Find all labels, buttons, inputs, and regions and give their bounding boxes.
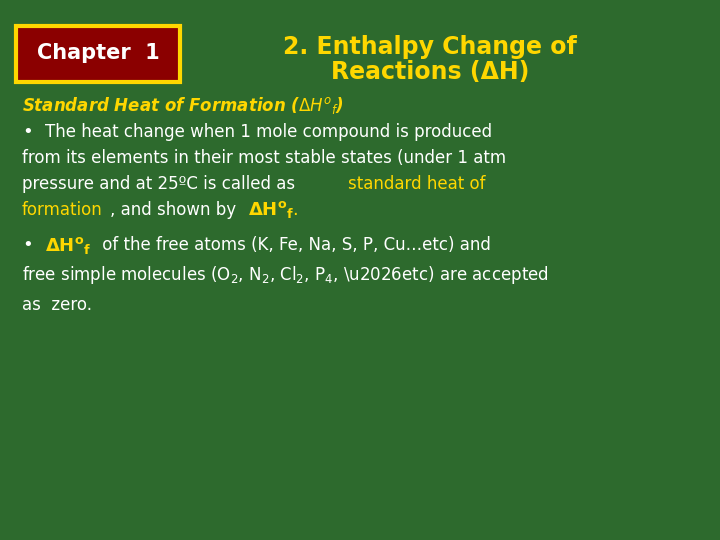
Text: The heat change when 1 mole compound is produced: The heat change when 1 mole compound is …: [45, 123, 492, 141]
Text: from its elements in their most stable states (under 1 atm: from its elements in their most stable s…: [22, 149, 506, 167]
Text: •: •: [22, 236, 32, 254]
FancyBboxPatch shape: [16, 26, 180, 82]
Text: Standard Heat of Formation ($\Delta H^o{}_f$): Standard Heat of Formation ($\Delta H^o{…: [22, 94, 344, 116]
Text: 2. Enthalpy Change of: 2. Enthalpy Change of: [283, 35, 577, 59]
Text: •: •: [22, 123, 32, 141]
Text: $\mathbf{\Delta H^o{}_f}$.: $\mathbf{\Delta H^o{}_f}$.: [248, 199, 298, 220]
Text: as  zero.: as zero.: [22, 296, 92, 314]
Text: Reactions (ΔH): Reactions (ΔH): [330, 60, 529, 84]
Text: of the free atoms (K, Fe, Na, S, P, Cu…etc) and: of the free atoms (K, Fe, Na, S, P, Cu…e…: [97, 236, 491, 254]
Text: , and shown by: , and shown by: [110, 201, 241, 219]
Text: formation: formation: [22, 201, 103, 219]
Text: free simple molecules (O$_2$, N$_2$, Cl$_2$, P$_4$, \u2026etc) are accepted: free simple molecules (O$_2$, N$_2$, Cl$…: [22, 264, 549, 286]
Text: $\mathbf{\Delta H^o{}_f}$: $\mathbf{\Delta H^o{}_f}$: [45, 234, 91, 255]
Text: standard heat of: standard heat of: [348, 175, 485, 193]
Text: pressure and at 25ºC is called as: pressure and at 25ºC is called as: [22, 175, 300, 193]
Text: Chapter  1: Chapter 1: [37, 43, 159, 63]
